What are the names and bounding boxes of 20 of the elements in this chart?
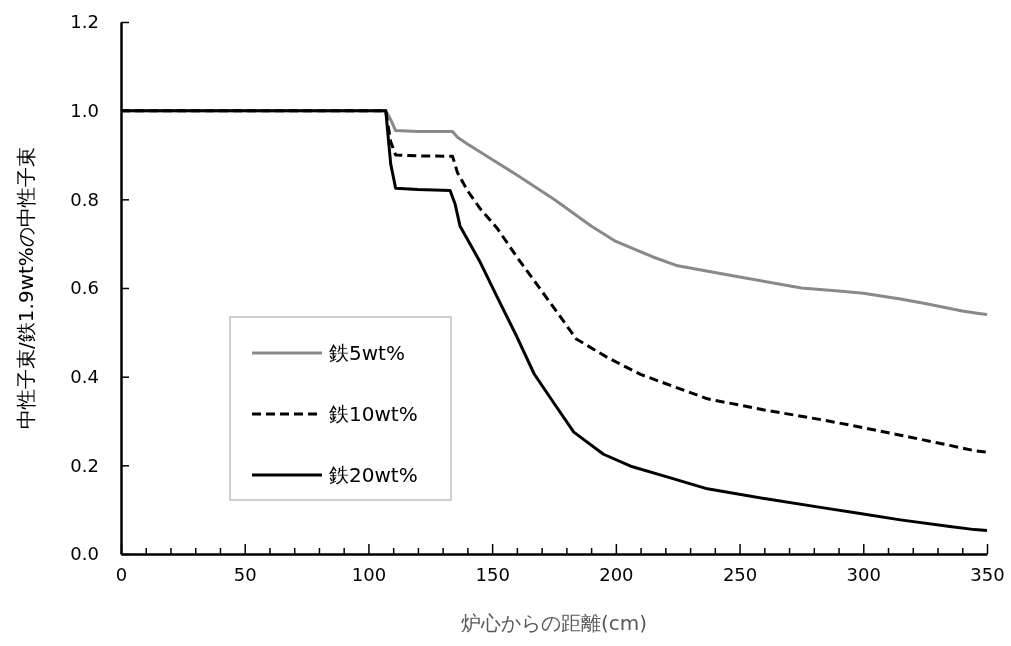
y-tick-label: 0.4: [70, 365, 99, 387]
y-tick-label: 1.0: [70, 99, 99, 121]
legend-label: 鉄20wt%: [329, 463, 418, 487]
legend-label: 鉄10wt%: [329, 402, 418, 426]
x-tick-label: 350: [970, 563, 1005, 585]
legend-label: 鉄5wt%: [329, 341, 405, 365]
x-tick-label: 250: [722, 563, 758, 585]
y-tick-label: 0.2: [70, 454, 99, 476]
y-tick-label: 1.2: [70, 11, 99, 33]
y-tick-label: 0.6: [70, 277, 99, 299]
x-tick-label: 0: [115, 563, 128, 585]
x-axis-title: 炉心からの距離(cm): [460, 611, 648, 635]
y-axis-title: 中性子束/鉄1.9wt%の中性子束: [14, 147, 38, 429]
x-tick-label: 300: [846, 563, 881, 585]
x-tick-label: 150: [475, 563, 510, 585]
x-tick-label: 200: [599, 563, 634, 585]
x-tick-label: 50: [233, 563, 257, 585]
x-tick-label: 100: [351, 563, 387, 585]
y-tick-label: 0.8: [70, 188, 99, 210]
y-tick-label: 0.0: [70, 543, 99, 565]
